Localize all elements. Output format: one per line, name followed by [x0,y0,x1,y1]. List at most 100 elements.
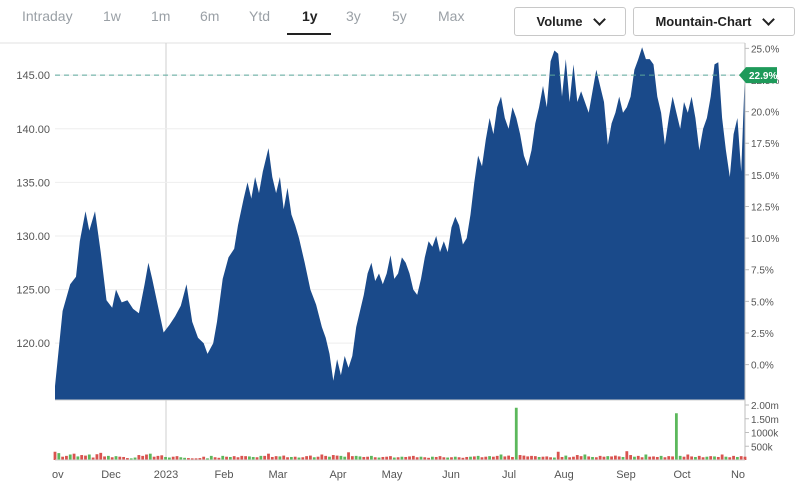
volume-bar [495,455,499,460]
volume-bar [457,457,461,460]
volume-bar [735,456,739,460]
volume-bar [511,456,514,460]
volume-bar [419,456,423,460]
percent-tick-label: 17.5% [751,139,779,150]
volume-bar [160,455,164,460]
tab-5y[interactable]: 5y [392,8,407,24]
volume-bar [259,455,263,460]
volume-bar [579,456,583,460]
volume-bar [167,457,171,460]
volume-bar [613,455,617,460]
volume-bar [339,455,343,460]
volume-bar [400,456,404,460]
tab-6m[interactable]: 6m [200,8,220,24]
volume-bar [732,455,735,460]
volume-bar [267,453,270,460]
volume-bar [552,457,556,460]
time-tick-label: May [382,469,403,481]
tab-1m[interactable]: 1m [151,8,171,24]
volume-bar [549,457,552,460]
volume-bar [728,457,732,460]
volume-bar [240,455,244,460]
volume-bar [617,456,621,460]
tab-1y[interactable]: 1y [302,8,318,24]
volume-bar [625,451,629,460]
chart-type-dropdown-label: Mountain-Chart [655,14,752,29]
tab-1w[interactable]: 1w [103,8,121,24]
tab-max[interactable]: Max [438,8,465,24]
volume-bar [545,456,549,460]
volume-bar [633,456,636,460]
volume-bar [392,457,396,460]
volume-bar [602,456,606,460]
volume-bar [522,455,526,460]
time-tick-label: Jul [502,469,516,481]
volume-bar [594,457,598,460]
volume-bar [137,455,141,460]
price-tick-label: 140.00 [16,124,50,136]
volume-bar [674,413,678,460]
volume-axis: 2.00m 1.50m 1000k 500k [745,401,779,453]
volume-bar [76,456,80,460]
volume-bar [347,452,350,460]
volume-bar [476,455,480,460]
time-tick-label: Mar [269,469,288,481]
volume-bar [293,456,297,460]
volume-bar [282,455,286,460]
volume-bar [263,455,267,460]
volume-bar [309,455,312,460]
volume-bar [141,455,145,460]
percent-tick-label: 10.0% [751,234,779,245]
percent-tick-label: 0.0% [751,361,774,372]
volume-bar [366,456,369,460]
volume-bar [682,456,686,460]
volume-bar [95,454,99,460]
volume-bar [450,457,453,460]
volume-bar [289,456,293,460]
tab-3y[interactable]: 3y [346,8,361,24]
volume-bar [709,456,713,460]
volume-bar [225,456,228,460]
tab-ytd[interactable]: Ytd [249,8,271,24]
volume-bar [484,456,488,460]
chart-type-dropdown[interactable]: Mountain-Chart [633,7,795,36]
volume-bar [312,457,316,460]
volume-bar [697,455,701,460]
volume-bar [206,458,209,460]
volume-bar [244,456,248,460]
volume-bar [564,455,568,460]
percent-tick-label: 20.0% [751,108,779,119]
volume-bar [72,453,76,460]
time-tick-label: Aug [554,469,574,481]
volume-bar [705,456,709,460]
volume-bar [324,455,328,460]
volume-bar [686,454,690,460]
volume-bar [370,455,373,460]
volume-dropdown[interactable]: Volume [514,7,626,36]
volume-bar [171,456,175,460]
time-tick-label: Oct [673,469,690,481]
volume-bar [472,456,476,460]
price-area [55,47,745,401]
volume-bar [427,457,430,460]
volume-bar [164,456,167,460]
active-tab-underline [287,33,331,35]
volume-bar [541,456,545,460]
volume-bar [644,454,648,460]
volume-bar [122,456,126,460]
volume-bar [533,456,537,460]
volume-bar [152,456,156,460]
volume-bar [629,455,633,460]
volume-bar [442,457,446,460]
volume-bar [507,455,511,460]
volume-bar [114,456,118,460]
volume-bar [358,456,362,460]
volume-bar [488,456,491,460]
volume-bar [434,456,438,460]
volume-bar [659,455,663,460]
volume-bar [129,458,133,460]
volume-bar [84,455,87,460]
tab-intraday[interactable]: Intraday [22,8,73,24]
volume-bar [87,454,91,460]
volume-bar [583,454,587,460]
